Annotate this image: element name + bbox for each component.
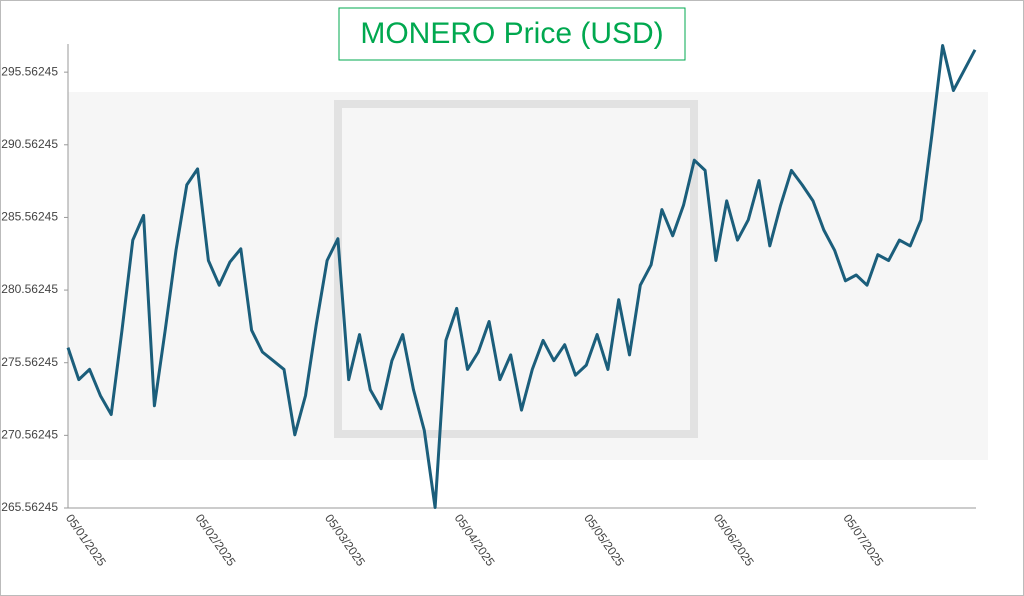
chart-title: MONERO Price (USD)	[360, 17, 663, 50]
title-box	[338, 7, 686, 61]
y-tick-label: 275.56245	[1, 355, 58, 369]
watermark	[334, 100, 698, 438]
y-tick-label: 285.56245	[1, 210, 58, 224]
y-tick-label: 290.56245	[1, 137, 58, 151]
y-tick-label: 265.56245	[1, 500, 58, 514]
y-tick-label: 295.56245	[1, 64, 58, 78]
y-tick-label: 270.56245	[1, 428, 58, 442]
watermark-band	[68, 92, 988, 460]
y-tick-label: 280.56245	[1, 282, 58, 296]
price-line	[66, 44, 977, 509]
